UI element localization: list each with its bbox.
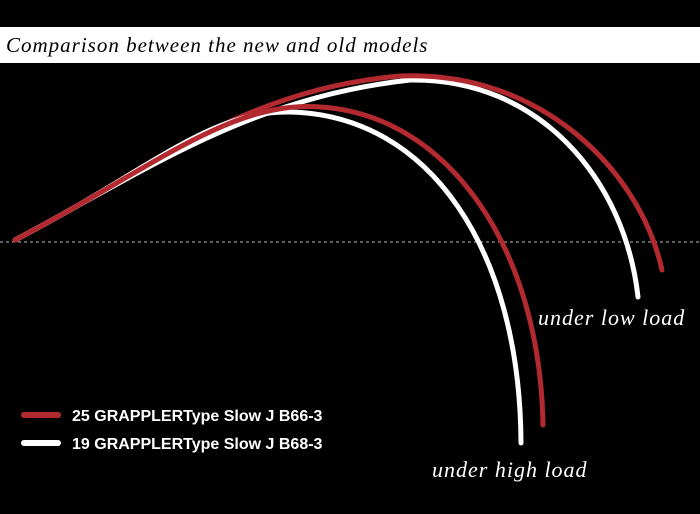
title: Comparison between the new and old model… bbox=[6, 33, 428, 57]
legend-label: 25 GRAPPLERType Slow J B66-3 bbox=[72, 408, 323, 425]
annotation: under high load bbox=[432, 457, 588, 482]
annotation: under low load bbox=[538, 305, 685, 330]
legend-label: 19 GRAPPLERType Slow J B68-3 bbox=[72, 436, 323, 453]
new-high-load-curve bbox=[12, 104, 546, 428]
title-bar bbox=[0, 27, 700, 63]
